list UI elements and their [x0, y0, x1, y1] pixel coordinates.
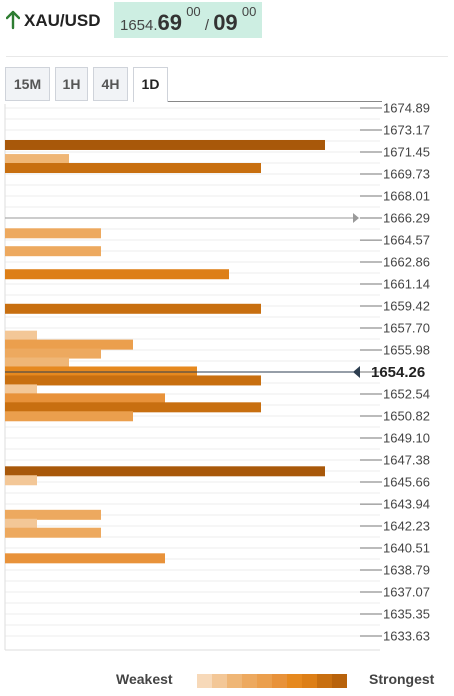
confluence-bar	[5, 228, 101, 239]
confluence-bar	[5, 393, 165, 404]
y-tick-label: 1637.07	[383, 584, 430, 599]
tab-1h[interactable]: 1H	[55, 67, 88, 101]
tab-underline	[168, 101, 382, 102]
confluence-bar	[5, 163, 261, 174]
confluence-bar	[5, 527, 101, 538]
confluence-bar	[5, 366, 197, 377]
confluence-bar	[5, 246, 101, 257]
y-tick-label: 1671.45	[383, 144, 430, 159]
arrow-up-icon	[6, 10, 20, 30]
confluence-bar	[5, 330, 37, 341]
confluence-bar	[5, 384, 37, 395]
confluence-bar	[5, 466, 325, 477]
y-tick-label: 1643.94	[383, 497, 430, 512]
reference-price-marker	[353, 213, 359, 224]
y-tick-label: 1642.23	[383, 518, 430, 533]
y-tick-label: 1633.63	[383, 628, 430, 643]
y-tick-label: 1659.42	[383, 298, 430, 313]
y-tick-label: 1664.57	[383, 233, 430, 248]
price-prefix: 1654.	[120, 17, 158, 34]
tab-4h[interactable]: 4H	[93, 67, 128, 101]
legend-swatch	[212, 674, 227, 688]
confluence-chart: 1674.89 1673.17 1671.45 1669.73 1668.01 1666.…	[4, 100, 430, 651]
confluence-bar	[5, 375, 261, 386]
price-bid: 69	[157, 10, 183, 35]
legend-strongest: Strongest	[369, 671, 435, 687]
confluence-bar	[5, 518, 37, 529]
price-separator: /	[204, 17, 210, 34]
confluence-bar	[5, 269, 229, 280]
y-tick-label: 1657.70	[383, 320, 430, 335]
legend-swatches	[197, 674, 347, 688]
legend-swatch	[197, 674, 212, 688]
header-divider	[6, 56, 448, 57]
y-tick-label: 1669.73	[383, 166, 430, 181]
y-tick-label: 1673.17	[383, 122, 430, 137]
current-price-marker	[353, 366, 360, 378]
legend-swatch	[272, 674, 287, 688]
legend-swatch	[242, 674, 257, 688]
y-tick-label: 1638.79	[383, 562, 430, 577]
tab-1d[interactable]: 1D	[133, 67, 168, 102]
price-quote: 1654.69 00 / 09 00	[114, 2, 263, 38]
y-tick-label: 1662.86	[383, 254, 430, 269]
strength-legend: Weakest Strongest	[0, 664, 454, 696]
y-tick-label: 1666.29	[383, 210, 430, 225]
y-tick-label: 1654.26	[371, 364, 425, 381]
y-tick-label: 1647.38	[383, 452, 430, 467]
confluence-bar	[5, 357, 69, 368]
price-ask: 09	[213, 10, 238, 35]
confluence-bar	[5, 339, 133, 350]
confluence-bar	[5, 402, 261, 413]
legend-weakest: Weakest	[116, 671, 173, 687]
legend-swatch	[287, 674, 302, 688]
y-tick-label: 1645.66	[383, 474, 430, 489]
confluence-bar	[5, 553, 165, 564]
legend-swatch	[332, 674, 347, 688]
legend-swatch	[302, 674, 317, 688]
price-bid-fraction: 00	[186, 4, 201, 19]
legend-swatch	[317, 674, 332, 688]
symbol-label: XAU/USD	[24, 11, 101, 30]
confluence-bar	[5, 509, 101, 520]
confluence-bar	[5, 154, 69, 165]
y-tick-label: 1661.14	[383, 276, 430, 291]
tab-15m[interactable]: 15M	[5, 67, 50, 101]
y-tick-label: 1668.01	[383, 188, 430, 203]
legend-swatch	[227, 674, 242, 688]
y-tick-label: 1655.98	[383, 342, 430, 357]
confluence-bar	[5, 139, 325, 150]
confluence-bar	[5, 303, 261, 314]
confluence-bar	[5, 348, 101, 359]
y-tick-label: 1652.54	[383, 386, 430, 401]
y-tick-label: 1635.35	[383, 606, 430, 621]
y-tick-label: 1640.51	[383, 540, 430, 555]
y-tick-label: 1674.89	[383, 100, 430, 115]
y-tick-label: 1649.10	[383, 430, 430, 445]
price-ask-fraction: 00	[241, 4, 257, 19]
legend-swatch	[257, 674, 272, 688]
y-tick-label: 1650.82	[383, 408, 430, 423]
confluence-bar	[5, 411, 133, 422]
header: XAU/USD 1654.69 00 / 09 00	[0, 0, 454, 44]
confluence-bar	[5, 475, 37, 486]
